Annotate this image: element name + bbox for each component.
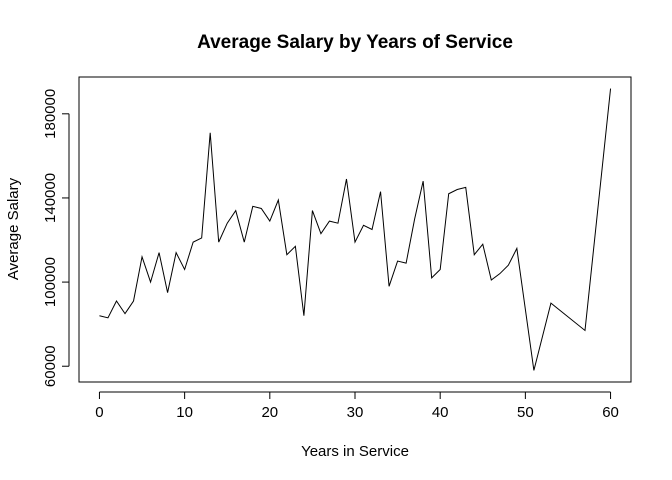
y-tick-label: 140000 [42,173,59,223]
chart-title: Average Salary by Years of Service [197,32,513,53]
x-axis: 0 10 20 30 40 50 60 [95,391,619,421]
plot-frame [78,76,632,383]
x-tick-label: 20 [261,404,278,421]
x-tick-label: 0 [95,404,103,421]
y-tick-label: 100000 [42,257,59,307]
salary-series-line [99,88,612,371]
y-tick-label: 180000 [42,89,59,139]
x-tick-label: 40 [432,404,449,421]
x-tick-label: 30 [347,404,364,421]
x-tick-label: 50 [517,404,534,421]
y-tick-label: 60000 [42,345,59,387]
x-tick-label: 10 [176,404,193,421]
y-axis: 60000 100000 140000 180000 [42,89,70,387]
x-tick-label: 60 [602,404,619,421]
y-axis-label: Average Salary [5,177,22,280]
x-axis-label: Years in Service [301,443,409,460]
